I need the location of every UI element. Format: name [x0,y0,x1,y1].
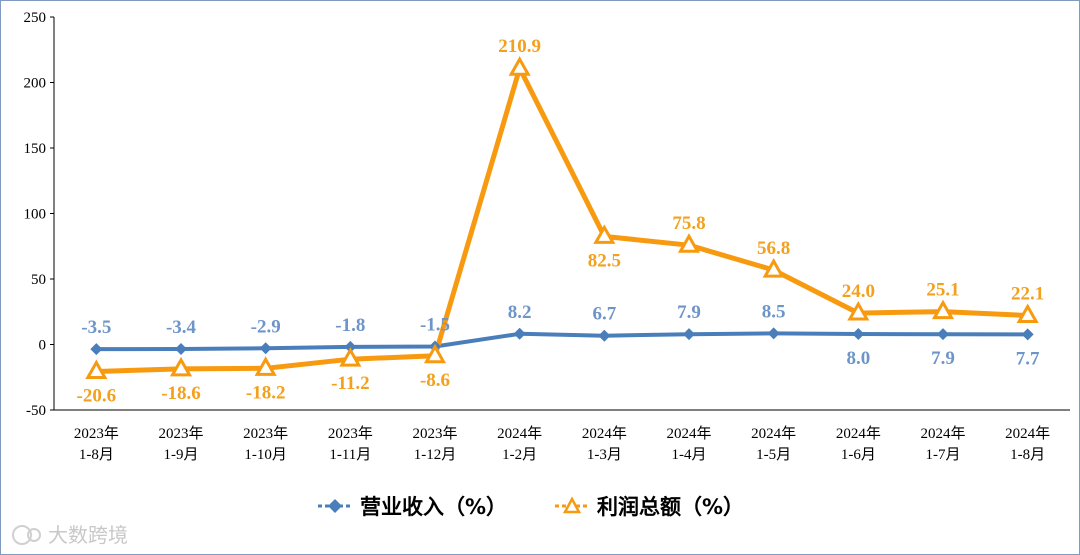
data-label-profit: 210.9 [498,36,541,57]
y-tick-label: 250 [24,10,47,26]
series-lines [96,65,1028,374]
x-tick-label-year: 2024年 [920,425,965,442]
x-tick-label-year: 2023年 [412,425,457,442]
data-label-profit: -18.2 [246,382,286,403]
point-revenue [598,329,611,342]
point-revenue [513,327,526,340]
data-label-revenue: 7.7 [1016,348,1040,369]
legend-diamond-icon [328,499,342,513]
data-label-profit: -20.6 [77,385,117,406]
x-tick-label-period: 1-9月 [164,447,199,463]
x-tick-label-period: 1-10月 [244,447,287,463]
series-line-0 [96,331,1028,352]
data-label-profit: -18.6 [161,383,201,404]
y-tick-label: 0 [39,338,47,354]
point-profit [508,56,531,76]
legend-triangle-icon [562,496,582,514]
point-profit [169,356,193,377]
x-tick-label-year: 2024年 [1005,425,1050,442]
markers [85,56,1039,379]
x-tick-label-year: 2023年 [74,425,119,442]
data-label-profit: 24.0 [842,281,875,302]
data-label-profit: 75.8 [672,213,705,234]
legend-label-revenue: 营业收入（%） [360,495,507,519]
point-profit [762,258,785,278]
watermark: 大数跨境 [12,523,128,547]
x-tick-label-period: 1-6月 [841,447,876,463]
point-revenue [683,328,695,341]
legend: 营业收入（%） 利润总额（%） [318,495,744,519]
point-profit [1016,303,1039,324]
data-label-profit: 22.1 [1011,284,1044,305]
watermark-logo-icon [12,525,32,545]
point-revenue [90,343,103,356]
legend-label-profit: 利润总额（%） [597,495,744,519]
watermark-text: 大数跨境 [48,523,128,547]
point-profit [339,347,362,367]
data-label-revenue: -3.5 [81,317,111,338]
x-tick-label-year: 2023年 [243,425,288,442]
point-revenue [175,342,187,355]
x-tick-label-year: 2024年 [836,425,881,442]
point-revenue [767,327,780,340]
x-tick-label-period: 1-11月 [329,447,371,463]
data-label-revenue: -1.5 [420,314,450,335]
point-profit [847,301,870,321]
x-tick-label-year: 2024年 [751,425,796,442]
data-label-revenue: -2.9 [251,316,281,337]
x-tick-label-year: 2024年 [666,425,711,442]
y-tick-label: 50 [31,272,46,288]
data-label-revenue: 7.9 [931,348,955,369]
point-revenue [344,340,357,353]
data-label-profit: 25.1 [926,280,959,301]
point-profit [931,299,955,320]
point-revenue [259,342,272,355]
data-label-revenue: 6.7 [592,304,616,325]
x-tick-label-period: 1-3月 [587,447,622,463]
point-revenue [1021,328,1034,341]
x-tick-label-year: 2024年 [582,425,627,442]
point-revenue [937,328,949,341]
data-label-profit: -11.2 [331,373,370,394]
y-tick-label: 200 [24,76,47,92]
x-tick-label-period: 1-5月 [756,447,791,463]
data-label-revenue: 7.9 [677,302,701,323]
x-tick-label-period: 1-7月 [926,447,961,463]
point-profit [85,359,108,379]
x-tick-label-period: 1-12月 [414,447,457,463]
y-tick-label: -50 [26,403,46,419]
y-tick-label: 100 [24,207,47,223]
x-tick-label-year: 2024年 [497,425,542,442]
data-label-profit: 82.5 [588,250,621,271]
point-profit [593,224,616,244]
point-profit [254,356,277,376]
x-tick-label-period: 1-4月 [672,447,707,463]
x-tick-label-year: 2023年 [158,425,203,442]
x-tick-label-year: 2023年 [328,425,373,442]
data-labels: -3.5 -3.4 -2.9 -1.8 -1.5 8.2 6.7 7.9 8.5 8.0 7.9 7.… [77,36,1045,406]
point-revenue [852,328,865,341]
x-tick-label-period: 1-2月 [502,447,537,463]
axes: -50 0 50 100 150 200 250 2023年 1-8月 2023年 1-9月 2023… [24,10,1070,463]
x-tick-label-period: 1-8月 [79,447,114,463]
y-tick-label: 150 [24,141,47,157]
series-line-1 [96,65,1028,374]
data-label-revenue: 8.2 [508,302,532,323]
data-label-revenue: 8.0 [846,348,870,369]
data-label-profit: 56.8 [757,238,790,259]
watermark-logo-icon-2 [27,528,41,542]
point-profit [423,343,447,364]
point-profit [677,233,701,253]
data-label-revenue: 8.5 [762,301,786,322]
data-label-revenue: -1.8 [335,315,365,336]
data-label-revenue: -3.4 [166,317,197,338]
x-tick-label-period: 1-8月 [1010,447,1045,463]
data-label-profit: -8.6 [420,370,450,391]
